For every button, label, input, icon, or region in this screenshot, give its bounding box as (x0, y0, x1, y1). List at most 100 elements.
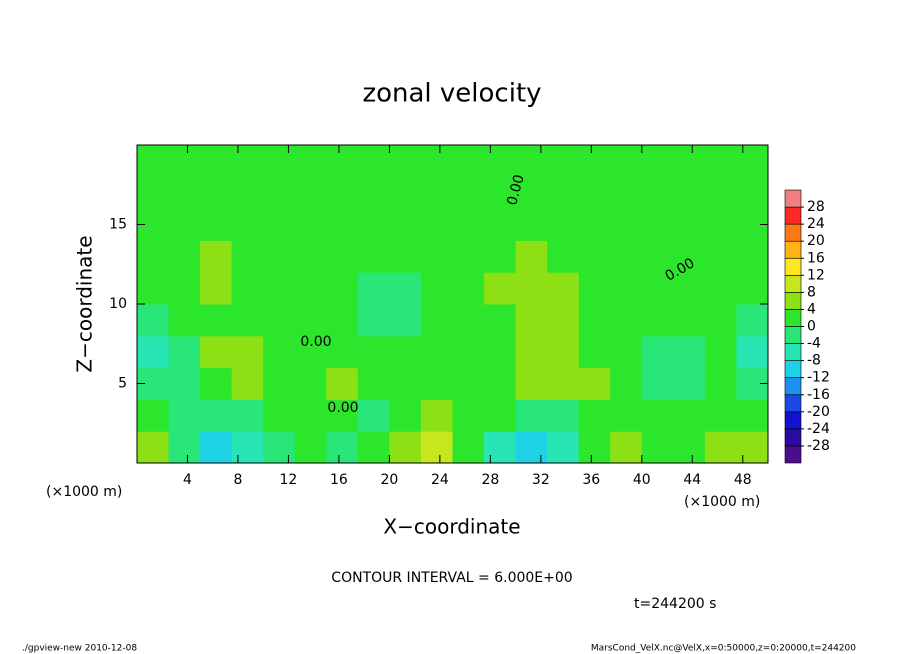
field-cell (326, 399, 359, 432)
field-cell (641, 272, 674, 305)
field-cell (704, 208, 737, 241)
field-cell (326, 335, 359, 369)
field-cell (231, 272, 264, 305)
field-cell (547, 335, 580, 369)
field-cell (168, 240, 201, 273)
field-cell (200, 367, 233, 400)
field-cell (736, 335, 769, 369)
contour-interval: CONTOUR INTERVAL = 6.000E+00 (331, 570, 572, 586)
field-cell (515, 272, 548, 305)
field-cell (704, 399, 737, 432)
field-cell (231, 399, 264, 432)
field-cell (326, 304, 359, 337)
field-cell (326, 240, 359, 273)
field-cell (547, 176, 580, 210)
field-cell (231, 304, 264, 337)
field-cell (200, 304, 233, 337)
field-cell (231, 367, 264, 400)
field-cell (578, 272, 611, 305)
field-cell (673, 335, 706, 369)
field-cell (357, 335, 390, 369)
x-tick-label: 12 (280, 472, 298, 488)
field-cell (736, 304, 769, 337)
colorbar-label: 0 (807, 319, 816, 335)
field-cell (610, 272, 643, 305)
field-cell (547, 399, 580, 432)
field-cell (673, 208, 706, 241)
field-cell (326, 272, 359, 305)
field-cell (610, 208, 643, 241)
field-cell (578, 208, 611, 241)
field-cell (578, 399, 611, 432)
contour-label: 0.00 (327, 400, 358, 416)
field-cell (578, 145, 611, 178)
colorbar-box (784, 240, 802, 259)
field-cell (200, 272, 233, 305)
field-cell (389, 367, 422, 400)
field-cell (263, 208, 296, 241)
field-cell (420, 335, 453, 369)
field-cell (326, 367, 359, 400)
field-cell (231, 431, 264, 464)
field-cell (294, 304, 327, 337)
colorbar-box (784, 189, 802, 208)
x-tick-label: 40 (633, 472, 651, 488)
field-cell (641, 304, 674, 337)
field-cell (168, 176, 201, 210)
field-cell (484, 399, 517, 432)
y-axis-label: Z−coordinate (73, 235, 97, 372)
field-cell (357, 145, 390, 178)
contour-label: 0.00 (300, 334, 331, 350)
footer-right: MarsCond_VelX.nc@VelX,x=0:50000,z=0:2000… (591, 644, 856, 654)
field-cell (515, 145, 548, 178)
field-cell (515, 176, 548, 210)
field-cell (704, 367, 737, 400)
field-cell (673, 176, 706, 210)
colorbar-box (784, 309, 802, 327)
field-cell (326, 145, 359, 178)
field-cell (484, 272, 517, 305)
colorbar-label: -24 (807, 421, 830, 437)
colorbar-box (784, 445, 802, 464)
x-tick-label: 44 (683, 472, 701, 488)
field-cell (294, 399, 327, 432)
colorbar-box (784, 292, 802, 310)
field-cell (515, 335, 548, 369)
field-cell (389, 145, 422, 178)
field-cell (168, 145, 201, 178)
field-cell (610, 176, 643, 210)
field-cell (137, 272, 170, 305)
colorbar-box (784, 326, 802, 344)
field-cell (357, 399, 390, 432)
time-label: t=244200 s (634, 596, 716, 612)
colorbar-box (784, 394, 802, 413)
colorbar-label: 12 (807, 267, 825, 283)
colorbar-label: -4 (807, 336, 821, 352)
field-cell (326, 208, 359, 241)
field-cell (704, 145, 737, 178)
colorbar-box (784, 275, 802, 293)
field-cell (452, 272, 485, 305)
x-axis-label: X−coordinate (383, 515, 520, 539)
field-cell (357, 367, 390, 400)
field-cell (704, 272, 737, 305)
field-cell (452, 240, 485, 273)
field-cell (420, 208, 453, 241)
field-cell (704, 431, 737, 464)
field-cell (420, 240, 453, 273)
colorbar-label: 8 (807, 284, 816, 300)
field-cell (294, 176, 327, 210)
field-cell (673, 399, 706, 432)
field-cell (389, 176, 422, 210)
field-cell (641, 176, 674, 210)
field-cell (673, 240, 706, 273)
field-cell (452, 145, 485, 178)
field-cell (168, 272, 201, 305)
field-cell (389, 399, 422, 432)
field-cell (515, 431, 548, 464)
colorbar-label: 4 (807, 301, 816, 317)
field-cell (420, 399, 453, 432)
field-cell (389, 208, 422, 241)
field-cell (452, 335, 485, 369)
field-cell (263, 145, 296, 178)
